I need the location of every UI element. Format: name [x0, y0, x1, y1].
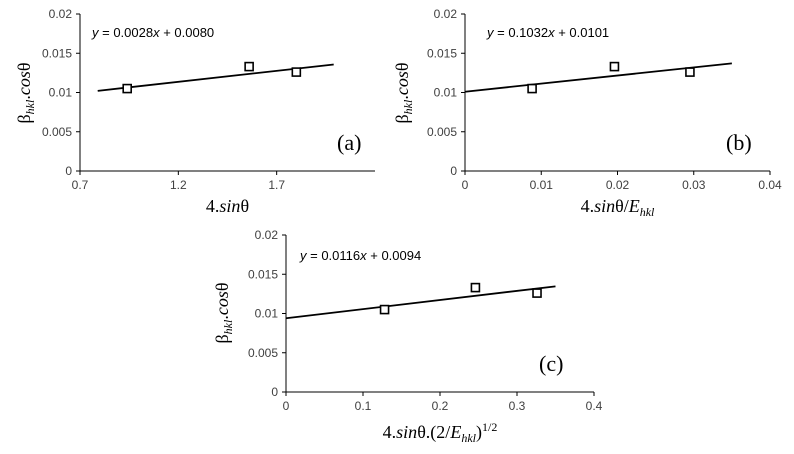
- y-tick-label: 0.005: [427, 125, 457, 139]
- x-tick-label: 0: [283, 399, 290, 413]
- panel-1: 0 0.005 0.01 0.015 0.02 0.7 1.2 1.7 y = 0.0028x …: [14, 7, 375, 216]
- y-tick-label: 0.015: [427, 46, 457, 60]
- x-tick-label: 0.02: [606, 178, 630, 192]
- y-tick-label: 0: [271, 385, 278, 399]
- y-tick-label: 0.015: [248, 267, 278, 281]
- x-tick-label: 0.04: [758, 178, 782, 192]
- panel-label-1: (a): [337, 130, 361, 155]
- y-tick-label: 0.02: [49, 7, 73, 21]
- x-tick-label: 0: [462, 178, 469, 192]
- trend-equation-2: y = 0.1032x + 0.0101: [486, 25, 609, 40]
- y-tick-label: 0: [450, 164, 457, 178]
- x-tick-label: 0.2: [432, 399, 449, 413]
- y-tick-label: 0.005: [248, 346, 278, 360]
- panel-label-2: (b): [726, 130, 752, 155]
- y-axis-title-1: βhkl.cosθ: [14, 63, 37, 124]
- data-point: [122, 83, 132, 94]
- data-point: [527, 83, 537, 94]
- data-point: [685, 67, 695, 77]
- data-point: [379, 304, 390, 315]
- x-axis-title-1: 4.sinθ: [206, 196, 249, 216]
- y-axis-title-2: βhkl.cosθ: [392, 63, 415, 124]
- y-tick-label: 0.005: [42, 125, 72, 139]
- y-tick-label: 0.01: [49, 86, 73, 100]
- panel-2: 0 0.005 0.01 0.015 0.02 0 0.01 0.02 0.03 0.04 y = …: [392, 7, 782, 219]
- y-tick-label: 0.02: [255, 228, 279, 242]
- trend-equation-3: y = 0.0116x + 0.0094: [299, 248, 421, 263]
- data-point: [609, 61, 620, 72]
- y-tick-label: 0.02: [434, 7, 458, 21]
- x-tick-label: 0.7: [72, 178, 89, 192]
- x-tick-label: 0.1: [355, 399, 372, 413]
- x-tick-label: 1.2: [170, 178, 187, 192]
- x-tick-label: 0.03: [682, 178, 706, 192]
- x-tick-label: 0.4: [586, 399, 603, 413]
- y-tick-label: 0.01: [255, 307, 279, 321]
- panel-label-3: (c): [539, 351, 563, 376]
- trend-equation-1: y = 0.0028x + 0.0080: [91, 25, 214, 40]
- data-point: [291, 67, 302, 77]
- x-axis-title-2: 4.sinθ/Ehkl: [581, 196, 655, 219]
- x-axis-title-3: 4.sinθ.(2/Ehkl)1/2: [383, 420, 498, 445]
- y-tick-label: 0.015: [42, 46, 72, 60]
- trendline-3: [285, 285, 556, 320]
- x-tick-label: 1.7: [268, 178, 285, 192]
- data-point: [532, 288, 542, 298]
- y-axis-title-3: βhkl.cosθ: [212, 283, 235, 344]
- x-tick-label: 0.01: [530, 178, 554, 192]
- data-point: [470, 282, 481, 293]
- x-tick-label: 0.3: [509, 399, 526, 413]
- y-tick-label: 0.01: [434, 86, 458, 100]
- panel-3: 0 0.005 0.01 0.015 0.02 0 0.1 0.2 0.3 0.4 y = 0.01…: [212, 228, 603, 445]
- data-point: [244, 61, 254, 72]
- y-tick-label: 0: [65, 164, 72, 178]
